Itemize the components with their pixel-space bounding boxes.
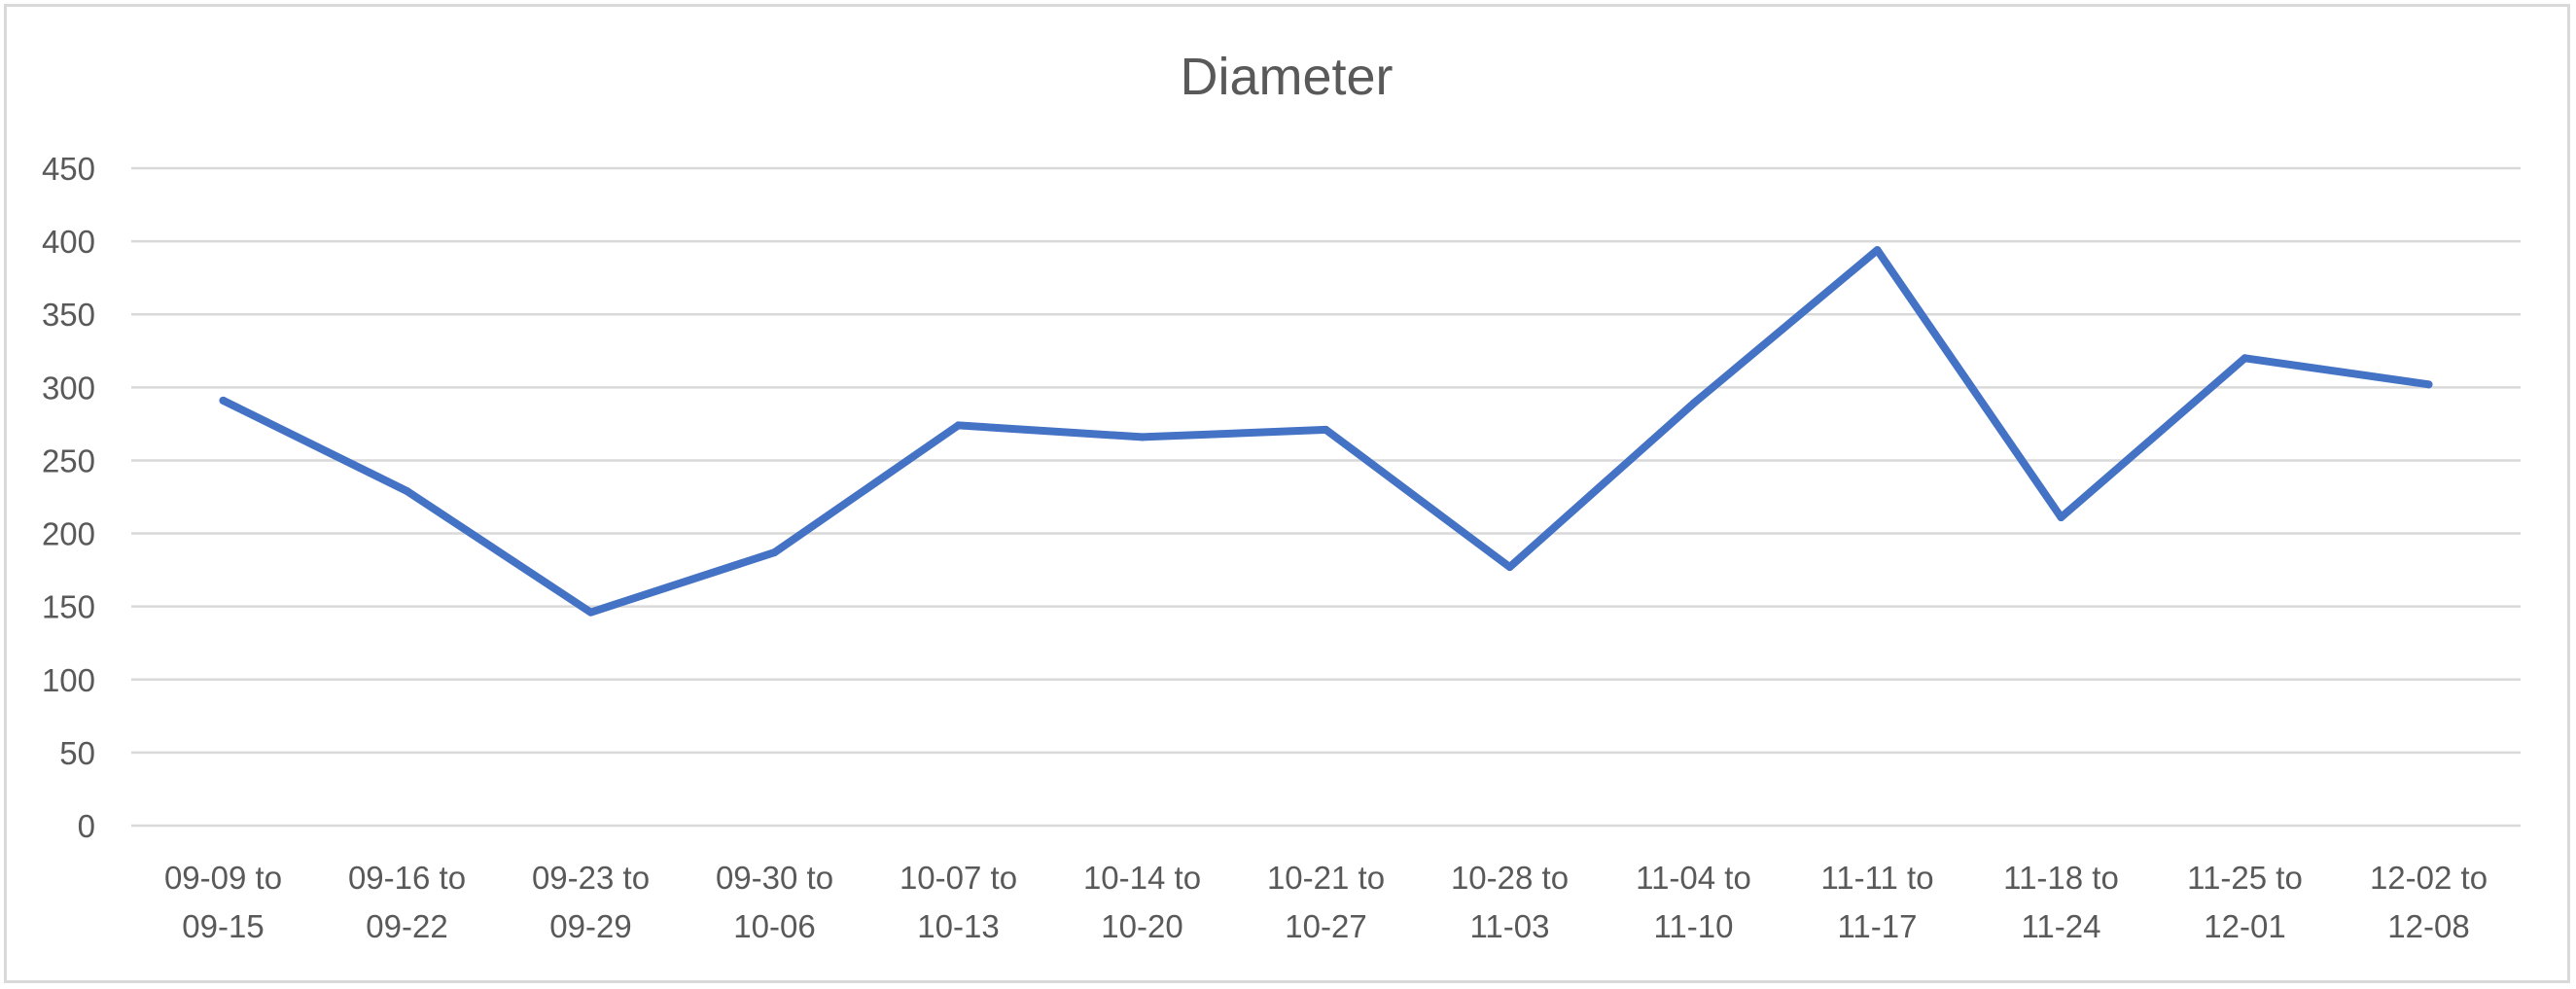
gridlines: [131, 166, 2521, 828]
y-tick-label: 0: [78, 808, 95, 844]
x-tick-label-line: 12-01: [2204, 908, 2285, 944]
x-tick-label-line: 09-29: [549, 908, 631, 944]
x-tick-label: 09-23 to 09-29: [532, 860, 650, 944]
x-tick-label-line: 10-21 to: [1267, 860, 1385, 896]
y-tick-label: 350: [42, 297, 95, 333]
x-tick-label: 11-25 to 12-01: [2187, 860, 2303, 944]
data-point: [1322, 425, 1330, 434]
x-tick-label-line: 11-17: [1838, 908, 1918, 944]
x-tick-label-line: 11-03: [1470, 908, 1550, 944]
x-tick-label-line: 09-22: [366, 908, 447, 944]
x-tick-label: 09-09 to 09-15: [164, 860, 282, 944]
x-tick-label-line: 12-02 to: [2370, 860, 2488, 896]
x-tick-label-line: 09-16 to: [348, 860, 466, 896]
data-point: [1873, 246, 1882, 255]
data-point: [586, 608, 595, 617]
data-point: [770, 548, 779, 557]
chart-title: Diameter: [1180, 48, 1393, 106]
data-point: [219, 396, 228, 405]
y-tick-label: 400: [42, 224, 95, 260]
x-tick-label-line: 11-04 to: [1636, 860, 1751, 896]
x-tick-label-line: 09-30 to: [716, 860, 833, 896]
y-tick-label: 300: [42, 370, 95, 406]
x-tick-label-line: 09-15: [182, 908, 264, 944]
y-axis-ticks: 0 50 100 150 200 250 300 350 400 450: [42, 151, 95, 844]
data-point: [1505, 563, 1514, 572]
x-tick-label-line: 09-23 to: [532, 860, 650, 896]
data-point: [954, 421, 963, 430]
data-point: [403, 486, 411, 495]
x-tick-label-line: 11-25 to: [2187, 860, 2303, 896]
data-point: [1689, 399, 1698, 407]
x-tick-label-line: 11-24: [2022, 908, 2101, 944]
x-tick-label: 09-30 to 10-06: [716, 860, 833, 944]
x-tick-label-line: 10-13: [917, 908, 999, 944]
x-tick-label: 10-07 to 10-13: [900, 860, 1017, 944]
x-tick-label-line: 10-20: [1101, 908, 1182, 944]
x-tick-label-line: 11-18 to: [2003, 860, 2119, 896]
y-tick-label: 200: [42, 516, 95, 552]
x-tick-label: 11-18 to 11-24: [2003, 860, 2119, 944]
data-point: [2241, 354, 2249, 363]
y-tick-label: 250: [42, 442, 95, 478]
data-point: [1138, 433, 1147, 442]
x-tick-label-line: 10-06: [733, 908, 815, 944]
x-tick-label: 09-16 to 09-22: [348, 860, 466, 944]
x-tick-label: 10-28 to 11-03: [1451, 860, 1569, 944]
x-tick-label: 11-04 to 11-10: [1636, 860, 1751, 944]
x-tick-label-line: 10-14 to: [1083, 860, 1201, 896]
x-tick-label-line: 10-07 to: [900, 860, 1017, 896]
y-tick-label: 150: [42, 589, 95, 625]
x-tick-label: 10-21 to 10-27: [1267, 860, 1385, 944]
x-tick-label-line: 11-11 to: [1820, 860, 1933, 896]
x-tick-label: 11-11 to 11-17: [1820, 860, 1933, 944]
x-tick-label-line: 10-28 to: [1451, 860, 1569, 896]
y-tick-label: 100: [42, 662, 95, 698]
series-layer: [219, 246, 2433, 617]
x-tick-label-line: 09-09 to: [164, 860, 282, 896]
x-tick-label-line: 12-08: [2387, 908, 2469, 944]
data-point: [2057, 513, 2065, 522]
x-tick-label-line: 10-27: [1285, 908, 1366, 944]
data-point: [2424, 380, 2433, 389]
x-tick-label-line: 11-10: [1654, 908, 1734, 944]
y-tick-label: 450: [42, 151, 95, 187]
y-tick-label: 50: [59, 735, 95, 771]
x-tick-label: 10-14 to 10-20: [1083, 860, 1201, 944]
x-tick-label: 12-02 to 12-08: [2370, 860, 2488, 944]
